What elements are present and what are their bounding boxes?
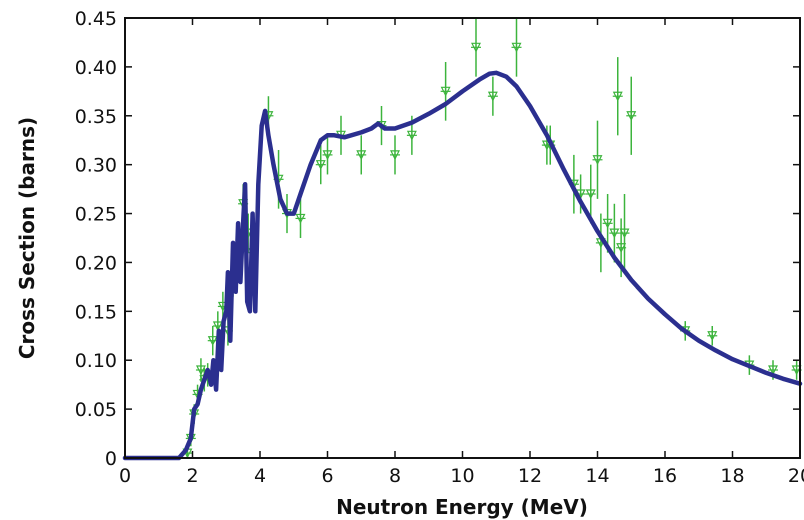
data-point	[511, 18, 522, 77]
data-point	[315, 145, 326, 185]
y-tick-label: 0.40	[75, 57, 117, 79]
x-tick-label: 4	[254, 465, 266, 487]
data-point	[626, 76, 637, 155]
data-point	[471, 18, 481, 77]
plot-frame	[124, 17, 801, 459]
x-tick-label: 12	[518, 465, 542, 487]
y-axis-label: Cross Section (barns)	[15, 117, 39, 359]
x-tick-label: 20	[788, 465, 804, 487]
y-tick-label: 0	[105, 448, 117, 470]
data-point	[707, 326, 718, 346]
x-axis-label: Neutron Energy (MeV)	[336, 495, 588, 519]
data-point	[207, 326, 218, 356]
curve-layer	[122, 70, 803, 461]
data-point	[592, 120, 603, 199]
x-tick-label: 2	[186, 465, 198, 487]
data-point	[440, 62, 451, 121]
data-point	[356, 135, 367, 175]
data-point	[487, 76, 498, 116]
y-tick-label: 0.15	[75, 301, 117, 323]
y-tick-label: 0.05	[75, 399, 117, 421]
data-point	[612, 57, 623, 136]
y-axis-ticks: 0 0.05 0.10 0.15 0.20 0.25 0.30 0.35 0.40 0.45	[75, 8, 800, 470]
x-tick-label: 10	[450, 465, 474, 487]
x-tick-label: 0	[119, 465, 131, 487]
data-points-layer	[182, 18, 802, 459]
x-tick-label: 16	[653, 465, 677, 487]
data-point	[390, 135, 400, 175]
data-point	[322, 135, 333, 175]
x-tick-label: 6	[321, 465, 333, 487]
x-tick-label: 8	[389, 465, 401, 487]
x-tick-label: 18	[720, 465, 744, 487]
data-point	[609, 203, 620, 263]
y-tick-label: 0.30	[75, 155, 117, 177]
y-tick-label: 0.25	[75, 204, 117, 226]
cross-section-curve	[122, 70, 803, 461]
y-tick-label: 0.20	[75, 252, 117, 274]
x-tick-label: 14	[585, 465, 609, 487]
y-tick-label: 0.45	[75, 8, 117, 30]
y-tick-label: 0.10	[75, 350, 117, 372]
data-point	[619, 194, 630, 273]
data-point	[585, 164, 596, 224]
y-tick-label: 0.35	[75, 106, 117, 128]
x-axis-ticks: 0 2 4 6 8 10 12 14 16 18 20	[119, 18, 804, 487]
data-point	[295, 198, 306, 238]
